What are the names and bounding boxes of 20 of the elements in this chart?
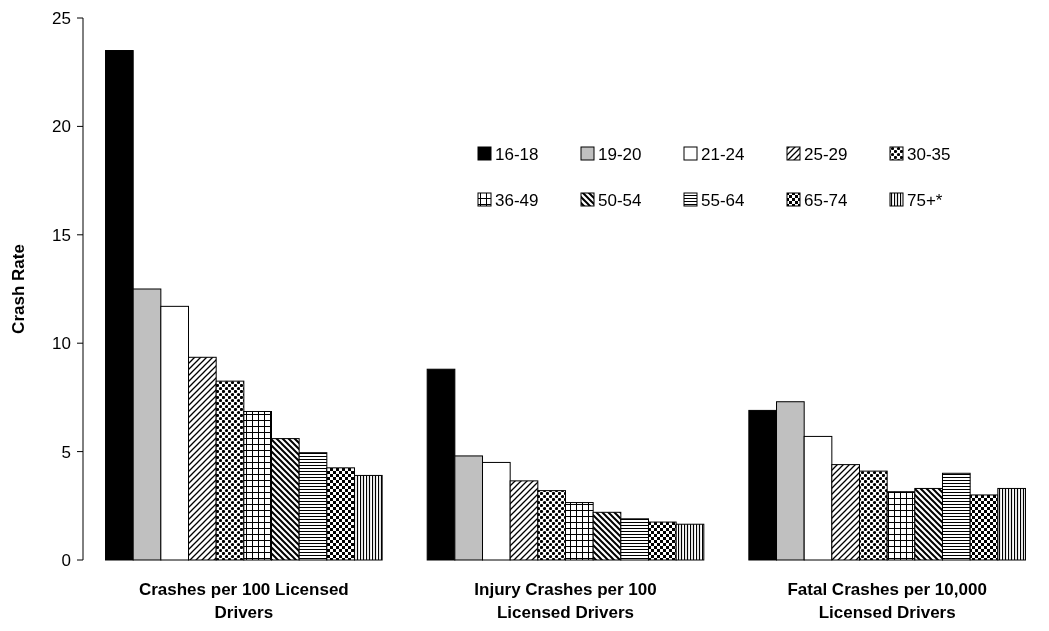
legend-label: 16-18 [495,145,539,164]
legend-label: 50-54 [598,191,642,210]
legend-label: 55-64 [701,191,745,210]
legend-label: 21-24 [701,145,745,164]
x-tick-label: Crashes per 100 Licensed Drivers [138,580,349,622]
legend-label: 30-35 [907,145,951,164]
legend-label: 36-49 [495,191,539,210]
legend-label: 25-29 [804,145,848,164]
y-tick-label: 25 [52,8,71,28]
legend-label: 75+* [907,191,943,210]
legend-label: 65-74 [804,191,848,210]
y-axis-title: Crash Rate [9,244,28,334]
y-tick-label: 5 [61,442,71,462]
y-tick-label: 15 [52,225,71,245]
y-tick-label: 10 [52,334,71,354]
y-tick-label: 20 [52,117,71,137]
x-tick-label: Injury Crashes per 100 Licensed Drivers [474,580,657,622]
x-tick-label: Fatal Crashes per 10,000 Licensed Drivers [787,580,987,622]
y-tick-label: 0 [61,550,71,570]
legend-label: 19-20 [598,145,642,164]
